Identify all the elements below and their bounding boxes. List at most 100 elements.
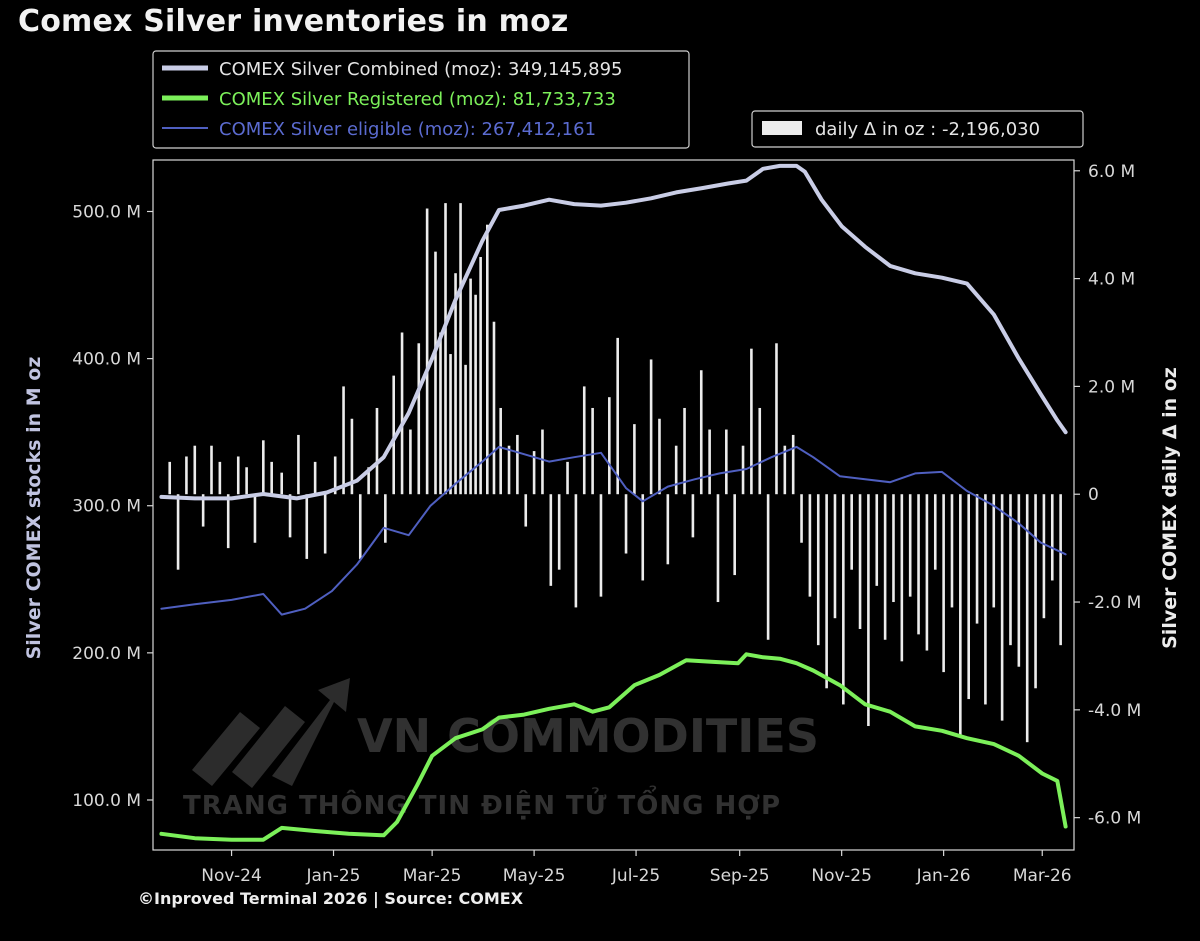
daily-delta-bar	[541, 429, 544, 495]
daily-delta-bar	[218, 461, 222, 495]
daily-delta-bar	[992, 494, 996, 608]
x-tick-label: Nov-25	[811, 866, 872, 886]
footer-source: ©Inproved Terminal 2026 | Source: COMEX	[138, 889, 524, 908]
daily-delta-bar	[210, 445, 213, 495]
series-lines	[159, 163, 1068, 842]
daily-delta-bar	[516, 434, 519, 495]
y-tick-label: 200.0 M	[72, 644, 141, 664]
daily-delta-bar	[725, 429, 728, 495]
watermark: VN COMMODITIES TRANG THÔNG TIN ĐIỆN TỬ T…	[183, 678, 819, 821]
y2-tick-label: -6.0 M	[1088, 809, 1141, 829]
daily-delta-bar	[833, 494, 837, 619]
daily-delta-bar	[624, 494, 628, 554]
daily-delta-bar	[641, 494, 645, 581]
daily-delta-bar	[425, 208, 429, 495]
daily-delta-bar	[253, 494, 257, 543]
daily-delta-bar	[176, 494, 180, 570]
daily-delta-bar	[674, 445, 678, 495]
y2-tick-label: -4.0 M	[1088, 701, 1141, 721]
y-tick-label: 100.0 M	[72, 791, 141, 811]
daily-delta-bar	[783, 445, 787, 495]
daily-delta-bar	[474, 294, 477, 495]
daily-legend-swatch	[762, 121, 802, 135]
daily-delta-bar	[875, 494, 879, 586]
daily-delta-bar	[1050, 494, 1054, 581]
x-tick-label: May-25	[503, 866, 566, 886]
x-tick-label: Jan-25	[306, 866, 361, 886]
daily-delta-bar	[892, 494, 895, 603]
daily-delta-bar	[917, 494, 920, 635]
daily-delta-bar	[1034, 494, 1037, 689]
daily-delta-bar	[933, 494, 937, 570]
daily-delta-bar	[582, 386, 586, 495]
y2-tick-label: 4.0 M	[1088, 270, 1135, 290]
series-line-registered	[159, 652, 1068, 842]
y2-tick-label: 0	[1088, 485, 1099, 505]
legend-label-registered: COMEX Silver Registered (moz): 81,733,73…	[219, 89, 616, 110]
daily-delta-bar	[984, 494, 987, 705]
x-tick-label: Jan-26	[916, 866, 971, 886]
daily-delta-bar	[708, 429, 711, 495]
x-tick-label: Nov-24	[201, 866, 262, 886]
daily-delta-bar	[633, 424, 636, 495]
daily-delta-bar	[766, 494, 770, 640]
daily-delta-bar	[492, 321, 496, 495]
daily-delta-bar	[599, 494, 603, 597]
daily-delta-bar	[1000, 494, 1004, 721]
daily-delta-bar	[444, 203, 447, 495]
daily-delta-bar	[858, 494, 862, 629]
daily-delta-bars	[168, 203, 1062, 743]
daily-delta-bar	[358, 494, 362, 559]
daily-delta-bar	[574, 494, 578, 608]
daily-delta-bar	[486, 224, 489, 495]
daily-delta-bar	[758, 407, 762, 495]
daily-delta-bar	[775, 343, 778, 495]
daily-delta-bar	[459, 203, 462, 495]
daily-delta-bar	[469, 278, 472, 495]
daily-delta-bar	[262, 440, 265, 495]
daily-delta-bar	[557, 494, 561, 570]
daily-delta-bar	[313, 461, 317, 495]
daily-delta-bar	[375, 407, 379, 495]
y-axis-label: Silver COMEX stocks in M oz	[23, 357, 45, 660]
daily-delta-bar	[1025, 494, 1029, 743]
daily-delta-bar	[342, 386, 345, 495]
daily-delta-bar	[280, 472, 284, 495]
daily-delta-bar	[850, 494, 853, 570]
daily-delta-bar	[925, 494, 929, 651]
daily-delta-bar	[305, 494, 309, 559]
daily-delta-bar	[959, 494, 962, 737]
daily-delta-bar	[666, 494, 670, 565]
daily-delta-bar	[201, 494, 205, 527]
y2-tick-label: -2.0 M	[1088, 593, 1141, 613]
daily-legend-label: daily Δ in oz : -2,196,030	[815, 119, 1040, 140]
daily-delta-bar	[350, 418, 354, 495]
daily-delta-bar	[1059, 494, 1062, 646]
daily-delta-bar	[658, 418, 661, 495]
daily-delta-bar	[507, 445, 511, 495]
daily-delta-bar	[900, 494, 904, 662]
legend-label-eligible: COMEX Silver eligible (moz): 267,412,161	[219, 119, 596, 140]
daily-delta-bar	[800, 494, 803, 543]
daily-delta-bar	[816, 494, 820, 646]
legend-box	[152, 50, 690, 149]
series-line-combined	[159, 163, 1068, 501]
daily-delta-bar	[185, 456, 188, 495]
daily-delta-bar	[236, 456, 240, 495]
daily-delta-bar	[549, 494, 553, 586]
daily-delta-bar	[384, 494, 387, 543]
x-tick-label: Mar-26	[1013, 866, 1072, 886]
daily-delta-bar	[367, 467, 370, 495]
watermark-logo	[192, 678, 350, 788]
daily-delta-bar	[297, 434, 300, 495]
daily-delta-bar	[417, 343, 421, 495]
daily-delta-bar	[733, 494, 736, 576]
daily-delta-bar	[245, 467, 248, 495]
daily-delta-bar	[479, 257, 482, 495]
chart-title: Comex Silver inventories in moz	[18, 4, 569, 39]
y-tick-label: 400.0 M	[72, 350, 141, 370]
x-tick-label: Jul-25	[611, 866, 660, 886]
daily-delta-bar	[867, 494, 870, 727]
